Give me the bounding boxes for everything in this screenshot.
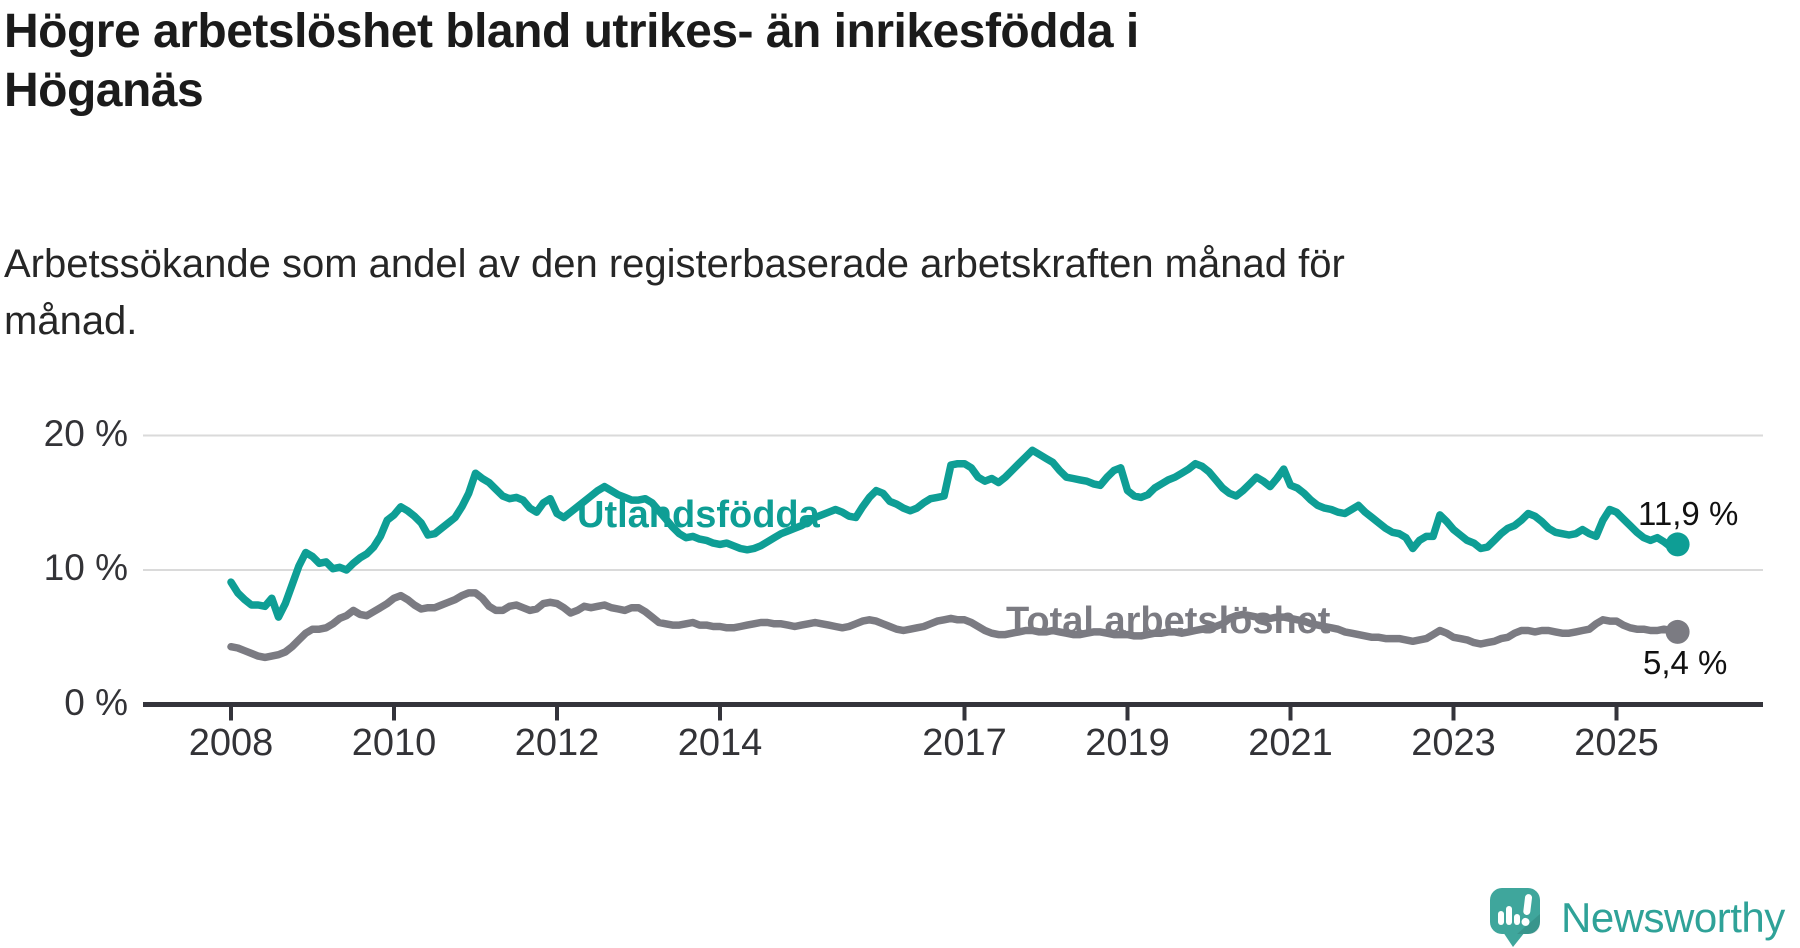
- x-axis-tick-label: 2014: [677, 722, 763, 764]
- page-title: Högre arbetslöshet bland utrikes- än inr…: [4, 2, 1139, 120]
- end-value-label-total-arbetsloshet: 5,4 %: [1643, 644, 1728, 681]
- x-axis-tick-label: 2008: [188, 722, 274, 764]
- newsworthy-logo: Newsworthy: [1489, 886, 1785, 948]
- y-axis-tick-label: 0 %: [64, 681, 128, 723]
- page-title-line1: Högre arbetslöshet bland utrikes- än inr…: [4, 5, 1139, 58]
- chart-subtitle: Arbetssökande som andel av den registerb…: [4, 236, 1345, 350]
- x-axis-tick-label: 2017: [922, 722, 1007, 764]
- end-dot-utlandsf-dda: [1665, 532, 1690, 557]
- x-axis-tick-label: 2010: [351, 722, 437, 764]
- y-axis-tick-label: 20 %: [43, 412, 128, 454]
- series-label-utlandsfodda: Utlandsfödda: [577, 494, 820, 536]
- newsworthy-brand-name: Newsworthy: [1561, 894, 1785, 941]
- y-axis-tick-label: 10 %: [43, 547, 128, 588]
- page-title-line2: Höganäs: [4, 64, 204, 117]
- chart-subtitle-line2: månad.: [4, 299, 138, 343]
- chart-subtitle-line1: Arbetssökande som andel av den registerb…: [4, 242, 1345, 286]
- x-axis-tick-label: 2023: [1411, 722, 1496, 764]
- end-value-label-utlandsfodda: 11,9 %: [1638, 495, 1739, 532]
- x-axis-tick-label: 2025: [1574, 722, 1659, 764]
- x-axis-tick-label: 2019: [1085, 722, 1170, 764]
- line-utlandsf-dda: [227, 446, 1682, 621]
- end-dot-total-arbetsl-shet: [1665, 619, 1690, 644]
- x-axis-tick-label: 2012: [514, 722, 600, 764]
- series-label-total-arbetsloshet: Total arbetslöshet: [1006, 600, 1331, 642]
- x-axis-tick-label: 2021: [1248, 722, 1333, 764]
- line-total-arbetsl-shet: [227, 589, 1682, 662]
- newsworthy-logo-icon: [1490, 888, 1540, 947]
